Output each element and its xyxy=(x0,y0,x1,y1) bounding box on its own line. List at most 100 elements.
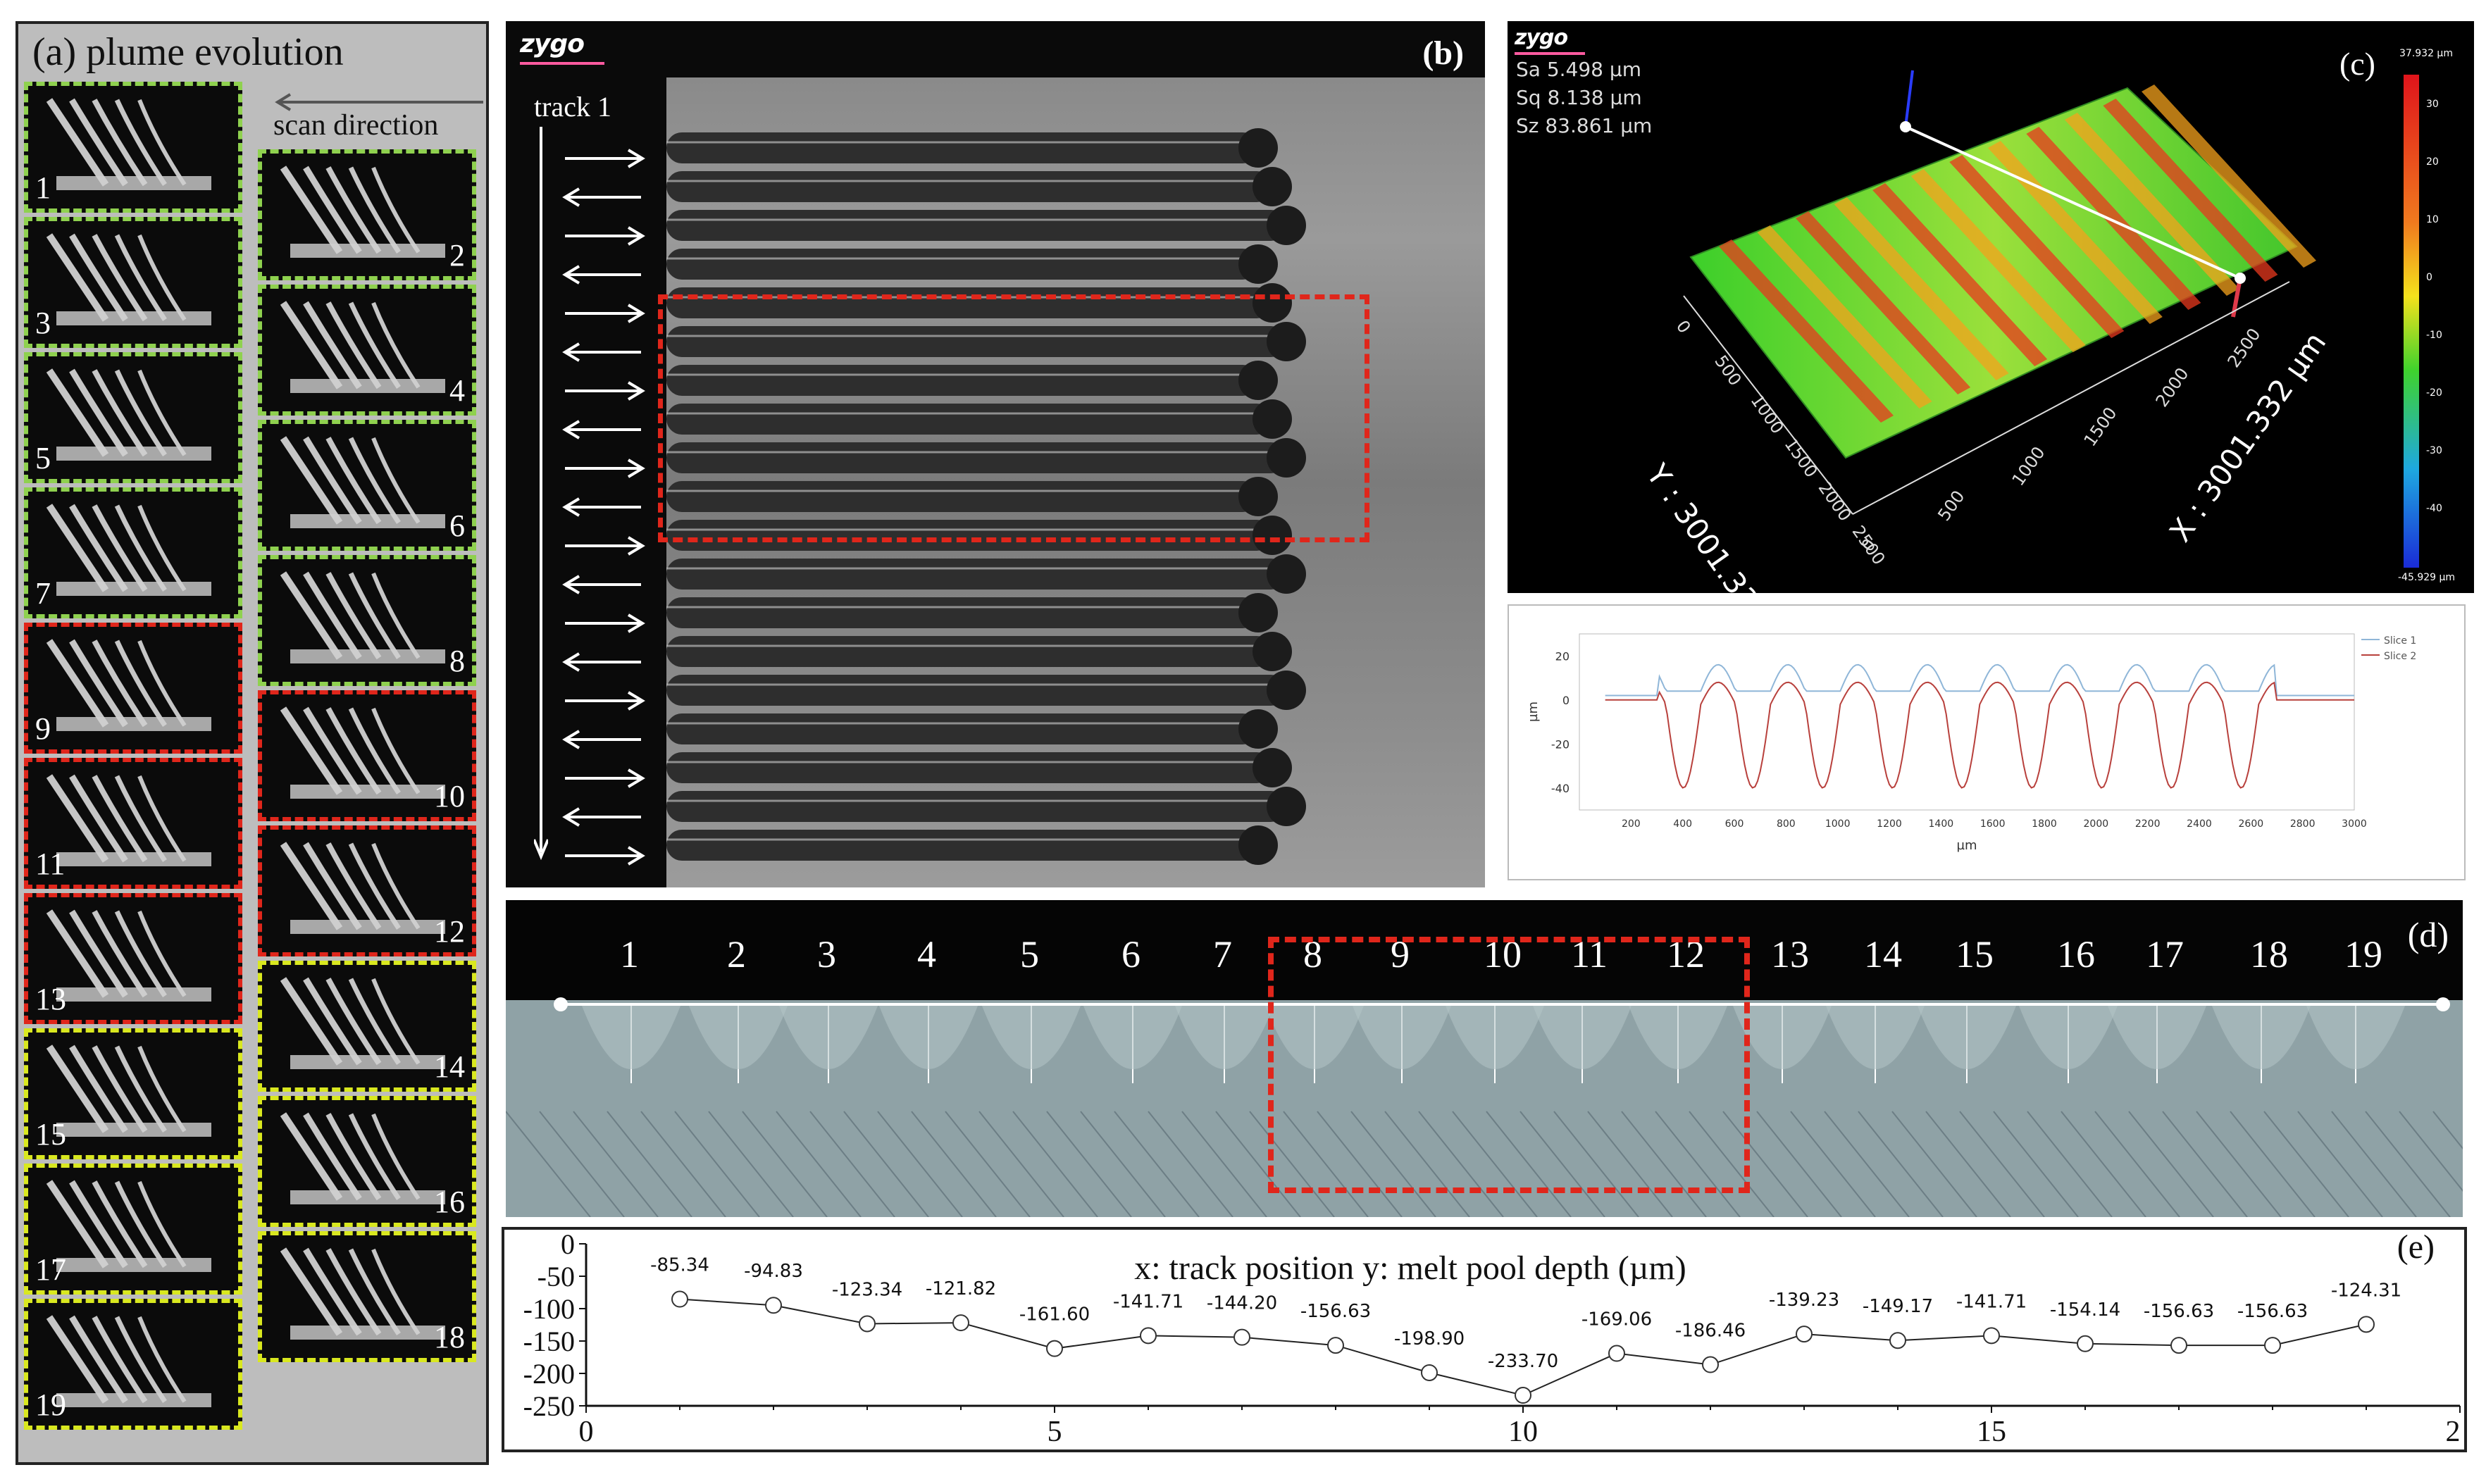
colorbar-max: 37.932 µm xyxy=(2399,48,2453,59)
plume-frame-15: 15 xyxy=(24,1028,242,1159)
y-tick-label: -200 xyxy=(523,1358,575,1390)
frame-number: 11 xyxy=(35,847,66,881)
data-point xyxy=(1233,1328,1250,1346)
track-number-4: 4 xyxy=(917,933,936,975)
x-tick-label: 2 xyxy=(2446,1416,2461,1448)
x-tick-label: 0 xyxy=(579,1416,594,1448)
arrow-right-icon xyxy=(565,226,645,246)
frame-number: 17 xyxy=(35,1252,66,1287)
profile-xtick: 800 xyxy=(1777,818,1796,830)
profile-xtick: 3000 xyxy=(2342,818,2367,830)
data-label: -149.17 xyxy=(1863,1296,1933,1317)
frame-number: 18 xyxy=(434,1320,465,1354)
y-tick-label: -250 xyxy=(523,1390,575,1422)
plume-frame-8: 8 xyxy=(258,555,476,686)
plume-frame-5: 5 xyxy=(24,352,242,483)
highlight-box-d xyxy=(1268,937,1750,1193)
surface-3d-graphic xyxy=(1683,70,2419,568)
frame-number: 3 xyxy=(35,306,51,340)
y-tick-label: -150 xyxy=(523,1326,575,1357)
frame-number: 5 xyxy=(35,441,51,475)
depth-chart: 0-50-100-150-200-2500 5 10 15 2x: track posi… xyxy=(523,1228,2461,1448)
profile-ylabel: µm xyxy=(1526,702,1541,722)
data-label: -124.31 xyxy=(2331,1280,2401,1301)
data-point xyxy=(1889,1332,1906,1349)
slice-marker-left xyxy=(1904,70,1914,127)
frame-number: 14 xyxy=(434,1049,465,1084)
frame-number: 6 xyxy=(449,509,465,543)
x-tick-label: 5 xyxy=(1048,1416,1062,1448)
plume-frame-18: 18 xyxy=(258,1231,476,1362)
x-tick-label: 10 xyxy=(1508,1416,1538,1448)
arrow-left-icon xyxy=(562,807,641,827)
profile-slice1-line xyxy=(1605,663,2354,697)
arrow-right-icon xyxy=(565,304,645,323)
data-label: -144.20 xyxy=(1207,1293,1277,1314)
colorbar-tick: -20 xyxy=(2426,387,2442,399)
data-label: -233.70 xyxy=(1488,1351,1558,1372)
panel-c-tag: (c) xyxy=(2339,46,2375,82)
profile-xtick: 200 xyxy=(1622,818,1641,830)
profile-legend-entry: Slice 2 xyxy=(2384,651,2416,662)
data-label: -156.63 xyxy=(2237,1301,2308,1322)
plume-frame-2: 2 xyxy=(258,149,476,280)
panel-b-surface-photo: zygo (b) track 1 xyxy=(506,21,1485,887)
data-point xyxy=(1702,1356,1719,1373)
profile-xtick: 2200 xyxy=(2135,818,2161,830)
data-point xyxy=(765,1297,782,1314)
track-number-5: 5 xyxy=(1020,933,1039,975)
plume-frame-9: 9 xyxy=(24,623,242,754)
profile-xtick: 600 xyxy=(1725,818,1744,830)
colorbar xyxy=(2404,75,2419,568)
arrow-left-icon xyxy=(562,652,641,672)
data-point xyxy=(1327,1337,1344,1354)
frame-number: 1 xyxy=(35,170,51,205)
data-label: -161.60 xyxy=(1019,1304,1090,1326)
data-point xyxy=(1608,1345,1625,1362)
panel-d-tag: (d) xyxy=(2407,915,2449,954)
track-number-18: 18 xyxy=(2250,933,2288,975)
profile-xtick: 2800 xyxy=(2290,818,2316,830)
data-label: -141.71 xyxy=(1113,1291,1183,1312)
melt-track-surface xyxy=(666,77,1485,887)
track-number-6: 6 xyxy=(1121,933,1141,975)
data-point xyxy=(1515,1387,1531,1404)
data-point xyxy=(1796,1326,1813,1343)
plume-frame-3: 3 xyxy=(24,217,242,348)
arrow-left-icon xyxy=(562,497,641,517)
cross-section-graphic xyxy=(506,997,2463,1217)
frame-number: 13 xyxy=(35,982,66,1016)
stat-sz: Sz 83.861 µm xyxy=(1516,114,1653,137)
panel-b-tag: (b) xyxy=(1422,35,1464,72)
colorbar-min: -45.929 µm xyxy=(2398,572,2456,583)
data-label: -94.83 xyxy=(744,1261,803,1282)
arrow-left-icon xyxy=(562,342,641,362)
colorbar-tick: -10 xyxy=(2426,330,2442,341)
track-number-14: 14 xyxy=(1864,933,1902,975)
profile-ytick: -40 xyxy=(1551,782,1570,795)
colorbar-tick: -30 xyxy=(2426,445,2442,456)
frame-number: 8 xyxy=(449,644,465,678)
track-order-arrow-icon xyxy=(534,127,548,861)
profile-xlabel: µm xyxy=(1957,838,1977,853)
plume-frame-6: 6 xyxy=(258,420,476,551)
data-point xyxy=(1140,1327,1157,1345)
track-number-7: 7 xyxy=(1213,933,1232,975)
slice-line xyxy=(1905,125,2241,280)
track-number-2: 2 xyxy=(727,933,746,975)
colorbar-tick: 30 xyxy=(2426,99,2439,110)
profile-ytick: 0 xyxy=(1562,694,1570,707)
data-point xyxy=(952,1314,969,1332)
profile-ytick: -20 xyxy=(1551,737,1570,751)
track-number-17: 17 xyxy=(2146,933,2184,975)
y-tick-label: 0 xyxy=(561,1230,575,1260)
colorbar-tick: 10 xyxy=(2426,214,2439,225)
profile-xtick: 2000 xyxy=(2084,818,2109,830)
zygo-logo: zygo xyxy=(520,30,585,58)
arrow-right-icon xyxy=(565,459,645,478)
profile-slice2-line xyxy=(1605,681,2354,789)
arrow-left-icon xyxy=(562,575,641,594)
arrow-left-icon xyxy=(562,420,641,439)
